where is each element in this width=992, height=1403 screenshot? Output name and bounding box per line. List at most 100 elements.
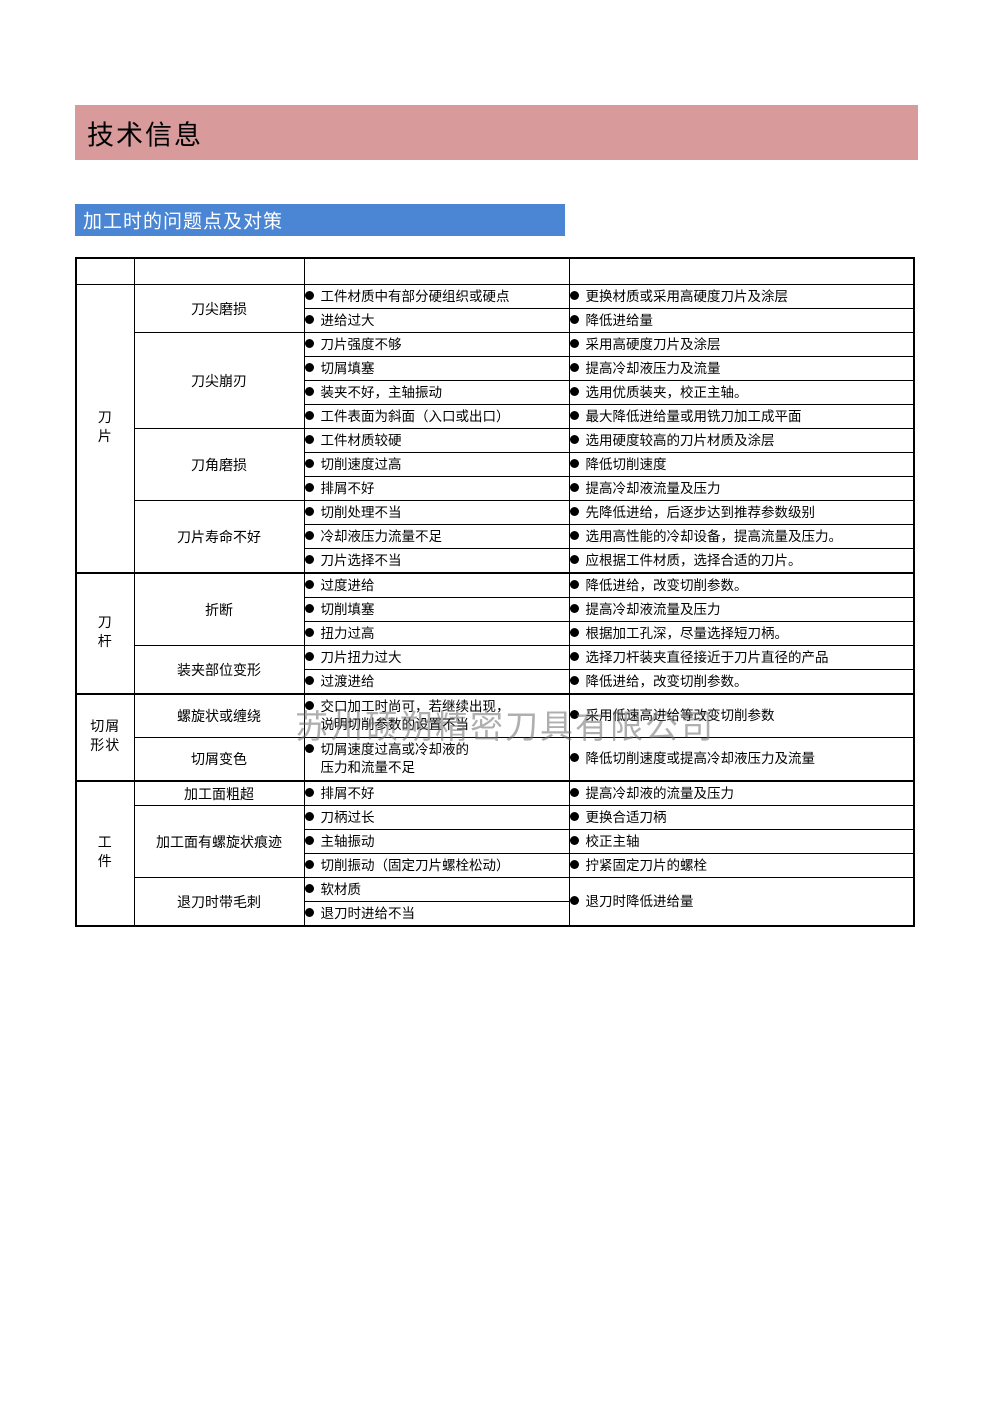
page-title: 技术信息 bbox=[87, 120, 203, 150]
bullet-icon bbox=[569, 675, 579, 685]
bullet-icon bbox=[304, 744, 314, 754]
bullet-icon bbox=[569, 627, 579, 637]
cause-cell: 过度进给 bbox=[303, 572, 570, 598]
bullet-icon bbox=[569, 530, 579, 540]
countermeasure-cell: 提高冷却液流量及压力 bbox=[568, 597, 915, 622]
cause-text: 刀片强度不够 bbox=[320, 336, 402, 352]
countermeasure-text: 采用低速高进给等改变切削参数 bbox=[585, 708, 775, 724]
problem-countermeasure-table-wrap: 分类 问题点 原因 对策 刀片刀尖磨损 工件材质中有部分硬组织或硬点 更换材质或采用… bbox=[75, 257, 915, 927]
countermeasure-text: 选用优质装夹，校正主轴。 bbox=[585, 384, 748, 400]
bullet-icon bbox=[304, 338, 314, 348]
bullet-icon bbox=[569, 603, 579, 613]
table-row: 扭力过高 根据加工孔深，尽量选择短刀柄。 bbox=[76, 621, 915, 646]
column-header-problem: 问题点 bbox=[133, 257, 305, 285]
section-banner: 加工时的问题点及对策 bbox=[75, 204, 565, 236]
countermeasure-text: 根据加工孔深，尽量选择短刀柄。 bbox=[585, 625, 789, 641]
countermeasure-text: 更换合适刀柄 bbox=[585, 809, 667, 825]
cause-cell: 主轴振动 bbox=[303, 829, 570, 854]
table-row: 退刀时带毛刺 软材质 退刀时降低进给量 bbox=[76, 877, 915, 927]
bullet-icon bbox=[304, 410, 314, 420]
problem-cell: 刀尖崩刃 bbox=[133, 332, 305, 429]
bullet-icon bbox=[304, 859, 314, 869]
countermeasure-text: 选用硬度较高的刀片材质及涂层 bbox=[585, 432, 775, 448]
cause-cell: 切屑速度过高或冷却液的 压力和流量不足 bbox=[303, 737, 570, 782]
bullet-icon bbox=[569, 410, 579, 420]
bullet-icon bbox=[304, 530, 314, 540]
countermeasure-cell: 提高冷却液压力及流量 bbox=[568, 356, 915, 381]
category-cell: 切屑 形状 bbox=[75, 693, 135, 782]
cause-text: 切屑填塞 bbox=[320, 360, 375, 376]
bullet-icon bbox=[569, 811, 579, 821]
cause-text: 工件表面为斜面（入口或出口） bbox=[320, 408, 510, 424]
cause-text: 排屑不好 bbox=[320, 480, 375, 496]
problem-cell: 加工面粗超 bbox=[133, 780, 305, 806]
cause-cell: 工件材质中有部分硬组织或硬点 bbox=[303, 284, 570, 309]
bullet-icon bbox=[569, 506, 579, 516]
countermeasure-text: 选用高性能的冷却设备，提高流量及压力。 bbox=[585, 528, 843, 544]
table-head: 分类 问题点 原因 对策 bbox=[75, 257, 915, 285]
table-row: 刀片刀尖磨损 工件材质中有部分硬组织或硬点 更换材质或采用高硬度刀片及涂层 bbox=[75, 284, 915, 574]
countermeasure-cell: 提高冷却液流量及压力 bbox=[568, 476, 915, 501]
cause-text: 进给过大 bbox=[320, 312, 375, 328]
countermeasure-text: 提高冷却液流量及压力 bbox=[585, 601, 721, 617]
bullet-icon bbox=[569, 338, 579, 348]
problem-cell: 切屑变色 bbox=[133, 737, 305, 782]
bullet-icon bbox=[304, 651, 314, 661]
problem-cell: 退刀时带毛刺 bbox=[133, 877, 305, 927]
bullet-icon bbox=[304, 290, 314, 300]
bullet-icon bbox=[569, 710, 579, 720]
countermeasure-text: 拧紧固定刀片的螺栓 bbox=[585, 857, 708, 873]
table-row: 工件加工面粗超 排屑不好 提高冷却液的流量及压力 bbox=[75, 780, 915, 927]
problem-cell: 刀片寿命不好 bbox=[133, 500, 305, 574]
bullet-icon bbox=[569, 314, 579, 324]
table-row: 切削振动（固定刀片螺栓松动） 拧紧固定刀片的螺栓 bbox=[76, 853, 915, 878]
countermeasure-text: 退刀时降低进给量 bbox=[585, 893, 694, 909]
bullet-icon bbox=[569, 386, 579, 396]
column-header-countermeasure: 对策 bbox=[568, 257, 915, 285]
countermeasure-text: 降低切削速度或提高冷却液压力及流量 bbox=[585, 751, 816, 767]
cause-text: 刀片选择不当 bbox=[320, 552, 402, 568]
cause-text: 切削速度过高 bbox=[320, 456, 402, 472]
countermeasure-text: 提高冷却液流量及压力 bbox=[585, 480, 721, 496]
bullet-icon bbox=[569, 895, 579, 905]
countermeasure-cell: 先降低进给，后逐步达到推荐参数级别 bbox=[568, 500, 915, 525]
cause-cell: 退刀时进给不当 bbox=[303, 901, 570, 927]
cause-text: 工件材质较硬 bbox=[320, 432, 402, 448]
countermeasure-text: 降低进给，改变切削参数。 bbox=[585, 673, 748, 689]
cause-cell: 排屑不好 bbox=[303, 476, 570, 501]
cause-cell: 交口加工时尚可，若继续出现， 说明切削参数的设置不当 bbox=[303, 693, 570, 738]
bullet-icon bbox=[304, 362, 314, 372]
countermeasure-text: 提高冷却液压力及流量 bbox=[585, 360, 721, 376]
problem-cell: 刀尖磨损 bbox=[133, 284, 305, 333]
cause-cell: 工件材质较硬 bbox=[303, 428, 570, 453]
bullet-icon bbox=[304, 883, 314, 893]
cause-text: 切削填塞 bbox=[320, 601, 375, 617]
cause-text: 工件材质中有部分硬组织或硬点 bbox=[320, 288, 510, 304]
countermeasure-text: 采用高硬度刀片及涂层 bbox=[585, 336, 721, 352]
cause-text: 交口加工时尚可，若继续出现， 说明切削参数的设置不当 bbox=[320, 699, 510, 732]
bullet-icon bbox=[569, 554, 579, 564]
cause-text: 扭力过高 bbox=[320, 625, 375, 641]
column-header-category: 分类 bbox=[75, 257, 135, 285]
bullet-icon bbox=[304, 386, 314, 396]
cause-text: 刀柄过长 bbox=[320, 809, 375, 825]
table-row: 冷却液压力流量不足 选用高性能的冷却设备，提高流量及压力。 bbox=[76, 524, 915, 549]
cause-text: 切屑速度过高或冷却液的 压力和流量不足 bbox=[320, 742, 470, 775]
table-row: 刀杆折断 过度进给 降低进给，改变切削参数。 bbox=[75, 572, 915, 695]
bullet-icon bbox=[569, 787, 579, 797]
bullet-icon bbox=[304, 579, 314, 589]
bullet-icon bbox=[569, 290, 579, 300]
table-header-row: 分类 问题点 原因 对策 bbox=[75, 257, 915, 285]
cause-text: 冷却液压力流量不足 bbox=[320, 528, 443, 544]
countermeasure-text: 选择刀杆装夹直径接近于刀片直径的产品 bbox=[585, 649, 829, 665]
table-row: 排屑不好 提高冷却液流量及压力 bbox=[76, 476, 915, 501]
cause-cell: 进给过大 bbox=[303, 308, 570, 333]
cause-cell: 排屑不好 bbox=[303, 780, 570, 806]
problem-countermeasure-table: 分类 问题点 原因 对策 刀片刀尖磨损 工件材质中有部分硬组织或硬点 更换材质或采用… bbox=[75, 257, 915, 927]
countermeasure-cell: 退刀时降低进给量 bbox=[568, 877, 915, 927]
countermeasure-cell: 校正主轴 bbox=[568, 829, 915, 854]
countermeasure-cell: 选用优质装夹，校正主轴。 bbox=[568, 380, 915, 405]
cause-text: 切削振动（固定刀片螺栓松动） bbox=[320, 857, 510, 873]
countermeasure-cell: 选择刀杆装夹直径接近于刀片直径的产品 bbox=[568, 645, 915, 670]
